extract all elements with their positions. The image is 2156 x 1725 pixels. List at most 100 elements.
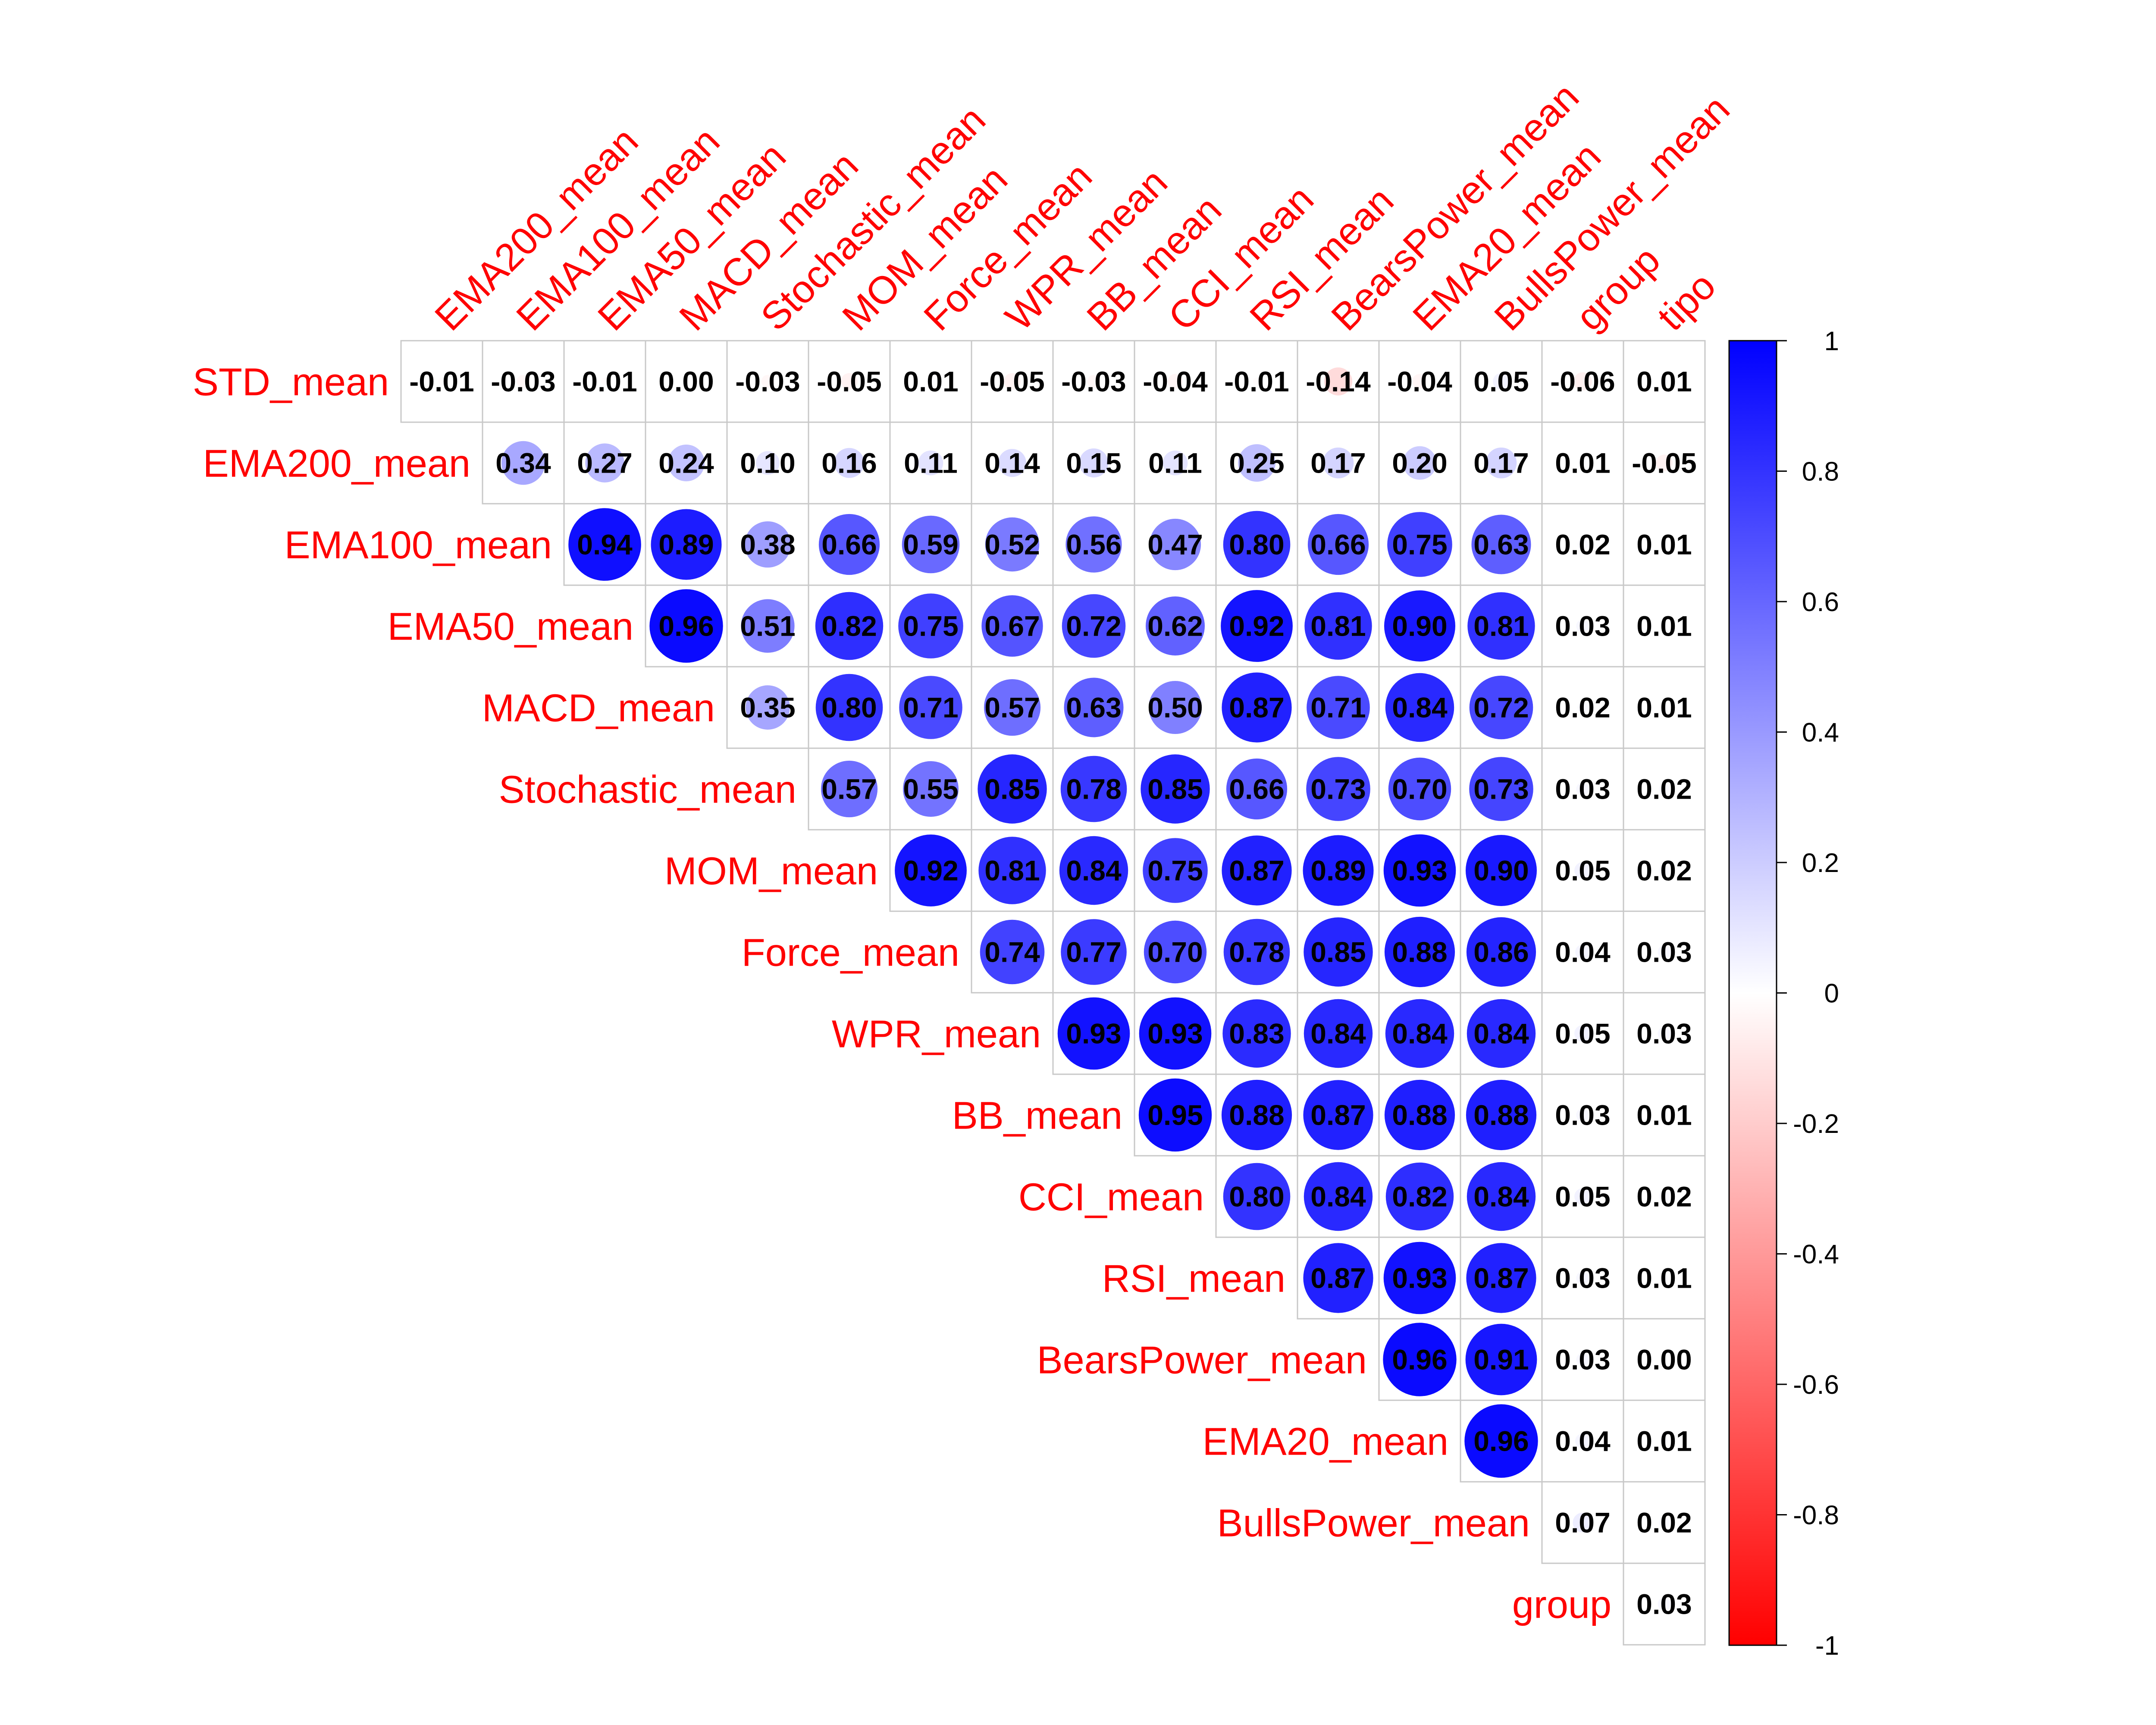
correlation-circle bbox=[927, 377, 935, 386]
correlation-value-label: 0.80 bbox=[1229, 529, 1284, 561]
correlation-value-label: 0.91 bbox=[1473, 1344, 1529, 1376]
correlation-value-label: 0.80 bbox=[821, 692, 877, 724]
correlation-circle bbox=[1304, 917, 1373, 987]
correlation-value-label: 0.10 bbox=[740, 447, 795, 479]
colorbar-gradient bbox=[1728, 340, 1777, 1646]
correlation-value-label: -0.03 bbox=[735, 366, 800, 398]
correlation-value-label: 0.72 bbox=[1066, 610, 1121, 642]
correlation-value-label: 0.90 bbox=[1473, 855, 1529, 887]
row-label: RSI_mean bbox=[1102, 1258, 1285, 1301]
correlation-value-label: 0.01 bbox=[903, 366, 958, 398]
correlation-values: -0.01 -0.03 -0.01 0.00 -0.03 -0.05 0.01 -0.05 -0… bbox=[409, 366, 1696, 1620]
correlation-value-label: 0.02 bbox=[1636, 1181, 1692, 1213]
correlation-circle bbox=[1221, 1079, 1292, 1151]
correlation-circle bbox=[1307, 676, 1370, 739]
correlation-circle bbox=[1079, 448, 1109, 478]
row-label: WPR_mean bbox=[832, 1013, 1041, 1056]
correlation-value-label: 0.87 bbox=[1473, 1262, 1529, 1294]
row-label: BearsPower_mean bbox=[1037, 1339, 1367, 1382]
correlation-circle bbox=[1465, 1324, 1537, 1396]
correlation-value-label: 0.55 bbox=[903, 773, 958, 805]
correlation-circle bbox=[1469, 757, 1533, 821]
colorbar-tick-label: -0.6 bbox=[1793, 1370, 1839, 1400]
correlation-value-label: 0.94 bbox=[577, 529, 633, 561]
row-label: EMA20_mean bbox=[1203, 1421, 1448, 1464]
correlation-value-label: 0.89 bbox=[1310, 855, 1366, 887]
correlation-circle bbox=[815, 592, 884, 660]
correlation-value-label: 0.82 bbox=[821, 610, 877, 642]
correlation-circle bbox=[1466, 917, 1536, 987]
correlation-value-label: 0.04 bbox=[1555, 1425, 1611, 1457]
correlation-circle bbox=[1466, 1079, 1537, 1151]
correlation-circle bbox=[1322, 447, 1354, 479]
correlation-value-label: 0.88 bbox=[1473, 1099, 1529, 1131]
correlation-value-label: 0.92 bbox=[1229, 610, 1284, 642]
correlation-circle bbox=[1163, 450, 1188, 476]
correlation-value-label: 0.57 bbox=[984, 692, 1040, 724]
correlation-circle bbox=[1659, 865, 1670, 876]
correlation-value-label: 0.83 bbox=[1229, 1018, 1284, 1050]
row-label: EMA50_mean bbox=[388, 605, 633, 649]
correlation-value-label: 0.84 bbox=[1392, 692, 1448, 724]
row-label: BB_mean bbox=[952, 1095, 1122, 1138]
colorbar: 1 0.8 0.6 0.4 0.2 0 -0.2 -0.4 -0.6 -0.8 -1 bbox=[1728, 326, 1839, 1661]
correlation-value-label: -0.14 bbox=[1306, 366, 1371, 398]
correlation-value-label: 0.81 bbox=[1473, 610, 1529, 642]
correlation-value-label: 0.05 bbox=[1555, 855, 1610, 887]
correlation-circle bbox=[1659, 1191, 1670, 1202]
correlation-value-label: 0.74 bbox=[984, 936, 1040, 968]
correlation-circle bbox=[918, 450, 943, 476]
colorbar-tick-label: -0.8 bbox=[1793, 1501, 1839, 1531]
correlation-value-label: 0.03 bbox=[1555, 773, 1610, 805]
correlation-value-label: 0.01 bbox=[1636, 692, 1692, 724]
correlation-value-label: 0.70 bbox=[1147, 936, 1203, 968]
correlation-circle bbox=[1168, 374, 1183, 389]
correlation-circle bbox=[1303, 1243, 1373, 1313]
correlation-value-label: 0.02 bbox=[1636, 773, 1692, 805]
correlation-value-label: 0.71 bbox=[1310, 692, 1366, 724]
correlation-circle bbox=[1574, 1025, 1591, 1042]
correlation-circle bbox=[841, 373, 858, 390]
correlation-value-label: 0.15 bbox=[1066, 447, 1121, 479]
correlation-value-label: 0.02 bbox=[1555, 529, 1610, 561]
correlation-value-label: 0.63 bbox=[1066, 692, 1121, 724]
correlation-value-label: 0.01 bbox=[1636, 529, 1692, 561]
correlation-value-label: 0.51 bbox=[740, 610, 795, 642]
correlation-value-label: 0.52 bbox=[984, 529, 1040, 561]
correlation-circle bbox=[667, 444, 705, 482]
correlation-circle bbox=[1660, 1111, 1668, 1119]
correlation-value-label: 0.04 bbox=[1555, 936, 1611, 968]
correlation-circle bbox=[1223, 511, 1291, 578]
correlation-circle bbox=[1059, 836, 1128, 905]
correlation-value-label: 0.38 bbox=[740, 529, 795, 561]
correlation-circle bbox=[1467, 592, 1535, 660]
correlation-value-label: -0.03 bbox=[1061, 366, 1126, 398]
correlation-value-label: 0.77 bbox=[1066, 936, 1121, 968]
correlation-value-label: -0.01 bbox=[409, 366, 474, 398]
correlation-circle bbox=[1303, 1080, 1373, 1150]
correlation-circle bbox=[984, 679, 1041, 736]
correlation-circle bbox=[1576, 1271, 1589, 1285]
correlation-value-label: 0.85 bbox=[1147, 773, 1203, 805]
correlation-circle bbox=[1383, 1323, 1457, 1396]
correlation-value-label: 0.93 bbox=[1147, 1018, 1203, 1050]
correlation-circle bbox=[1466, 835, 1537, 906]
correlation-circle bbox=[746, 685, 790, 730]
correlation-circle bbox=[744, 521, 791, 568]
correlation-value-label: 0.66 bbox=[821, 529, 877, 561]
correlation-circle bbox=[818, 514, 880, 575]
correlation-circle bbox=[1493, 373, 1510, 390]
correlation-circle bbox=[1659, 1517, 1670, 1528]
correlation-circle bbox=[1304, 592, 1372, 660]
correlation-circle bbox=[1223, 919, 1290, 985]
correlation-circle bbox=[815, 674, 883, 741]
correlation-value-label: -0.03 bbox=[491, 366, 555, 398]
correlation-circle bbox=[1238, 444, 1275, 482]
correlation-circle bbox=[1577, 539, 1588, 550]
correlation-value-label: 0.70 bbox=[1392, 773, 1447, 805]
correlation-circle bbox=[1576, 1108, 1589, 1122]
correlation-circle bbox=[1574, 862, 1591, 879]
row-label: STD_mean bbox=[193, 361, 389, 404]
correlation-circle bbox=[902, 515, 960, 574]
correlation-value-label: 0.03 bbox=[1636, 1588, 1692, 1620]
